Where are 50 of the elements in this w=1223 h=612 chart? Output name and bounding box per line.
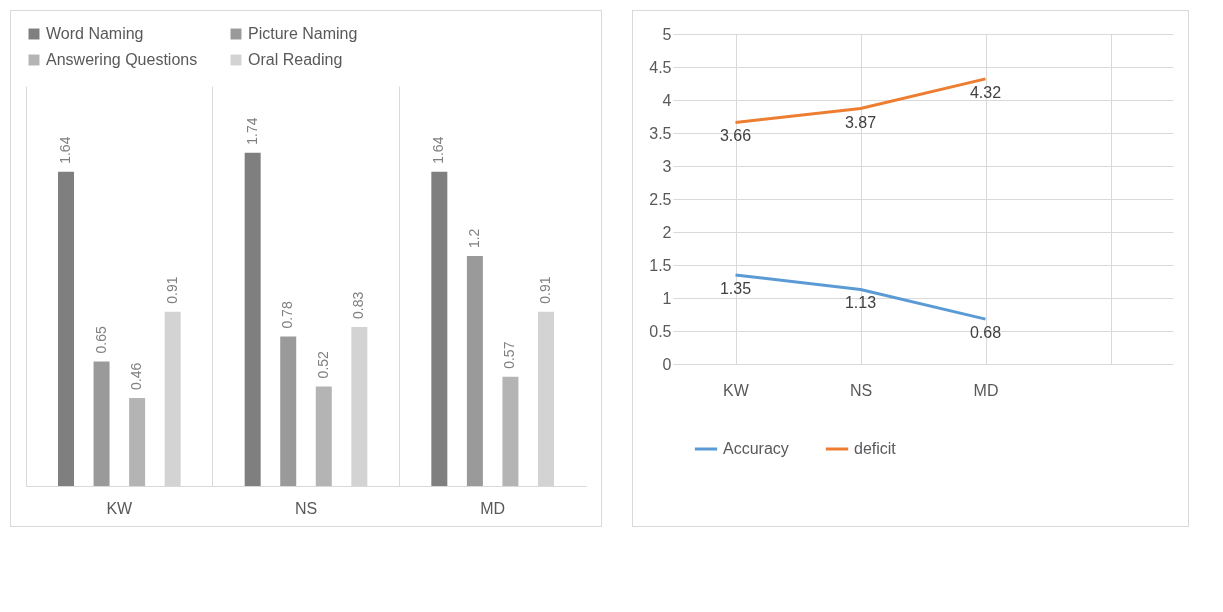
data-label: 1.2 <box>465 228 482 249</box>
bar <box>431 171 448 486</box>
legend-label: Word Naming <box>46 25 144 42</box>
bar <box>93 361 110 486</box>
bar <box>466 256 483 486</box>
bar <box>280 336 297 486</box>
data-label: 3.87 <box>844 113 877 131</box>
data-label: 0.78 <box>279 301 296 329</box>
data-label: 1.74 <box>243 117 260 145</box>
y-tick-label: 4 <box>662 91 672 109</box>
data-label: 4.32 <box>969 83 1002 101</box>
y-tick-label: 2.5 <box>649 190 672 208</box>
data-label: 0.91 <box>163 276 180 304</box>
data-label: 3.66 <box>719 127 752 145</box>
data-label: 1.64 <box>430 136 447 164</box>
x-tick-label: KW <box>106 499 134 517</box>
data-label: 0.52 <box>314 350 331 379</box>
x-tick-label: NS <box>294 499 318 517</box>
y-tick-label: 5 <box>662 25 672 43</box>
x-tick-label: KW <box>723 381 750 399</box>
x-tick-label: MD <box>480 499 506 517</box>
y-tick-label: 3.5 <box>649 124 672 142</box>
data-label: 1.64 <box>57 136 73 164</box>
data-label: 0.46 <box>128 362 145 390</box>
x-tick-label: NS <box>849 381 873 399</box>
y-tick-label: 3 <box>662 157 672 175</box>
data-label: 0.65 <box>92 326 109 354</box>
bar <box>315 386 332 486</box>
bar <box>129 397 146 486</box>
legend-label: Picture Naming <box>248 25 358 42</box>
y-tick-label: 1 <box>662 289 672 307</box>
legend-label: Accuracy <box>723 440 789 457</box>
x-tick-label: MD <box>973 381 999 399</box>
legend-label: Oral Reading <box>248 51 343 68</box>
data-label: 0.83 <box>350 291 367 319</box>
data-label: 0.91 <box>537 276 553 304</box>
y-tick-label: 4.5 <box>649 58 672 76</box>
y-tick-label: 0 <box>662 355 672 373</box>
legend-label: deficit <box>854 440 897 457</box>
y-tick-label: 0.5 <box>649 322 672 340</box>
data-label: 1.35 <box>719 279 752 297</box>
bar <box>58 171 74 486</box>
data-label: 0.57 <box>501 341 518 369</box>
data-label: 0.68 <box>969 324 1002 342</box>
y-tick-label: 2 <box>662 223 672 241</box>
y-tick-label: 1.5 <box>649 256 672 274</box>
data-label: 1.13 <box>844 294 877 312</box>
bar <box>244 152 261 486</box>
legend-label: Answering Questions <box>46 51 198 68</box>
bar <box>502 376 519 486</box>
